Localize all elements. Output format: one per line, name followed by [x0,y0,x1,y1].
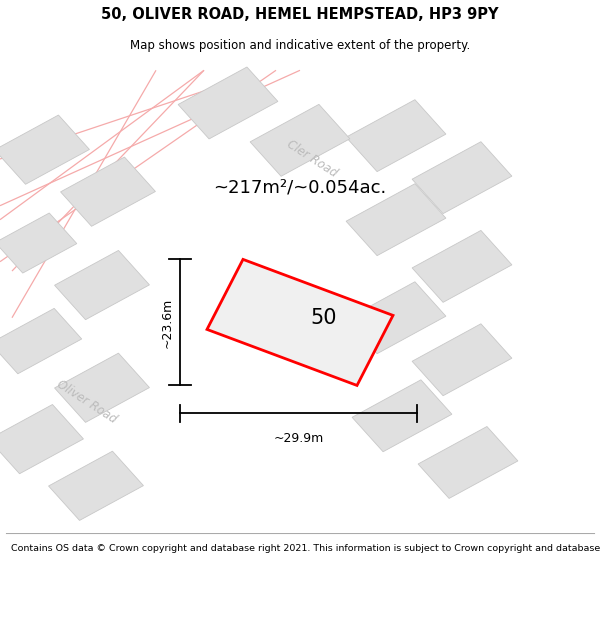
Text: ~29.9m: ~29.9m [274,432,323,445]
Text: Map shows position and indicative extent of the property.: Map shows position and indicative extent… [130,39,470,52]
Polygon shape [412,231,512,302]
Polygon shape [346,184,446,256]
Polygon shape [412,142,512,214]
Text: Cler Road: Cler Road [284,138,340,180]
Polygon shape [207,259,393,386]
Polygon shape [0,115,89,184]
Polygon shape [346,282,446,354]
Text: Oliver Road: Oliver Road [55,378,119,426]
Polygon shape [61,157,155,226]
Polygon shape [178,67,278,139]
Text: 50, OLIVER ROAD, HEMEL HEMPSTEAD, HP3 9PY: 50, OLIVER ROAD, HEMEL HEMPSTEAD, HP3 9P… [101,7,499,22]
Polygon shape [0,308,82,374]
Polygon shape [250,104,350,176]
Text: 50: 50 [311,308,337,328]
Text: ~23.6m: ~23.6m [160,298,173,348]
Text: ~217m²/~0.054ac.: ~217m²/~0.054ac. [214,178,386,196]
Polygon shape [346,100,446,172]
Polygon shape [352,380,452,452]
Polygon shape [55,251,149,319]
Polygon shape [49,451,143,521]
Polygon shape [412,324,512,396]
Polygon shape [0,213,77,273]
Polygon shape [55,353,149,422]
Polygon shape [418,426,518,498]
Polygon shape [0,404,83,474]
Text: Contains OS data © Crown copyright and database right 2021. This information is : Contains OS data © Crown copyright and d… [11,544,600,552]
